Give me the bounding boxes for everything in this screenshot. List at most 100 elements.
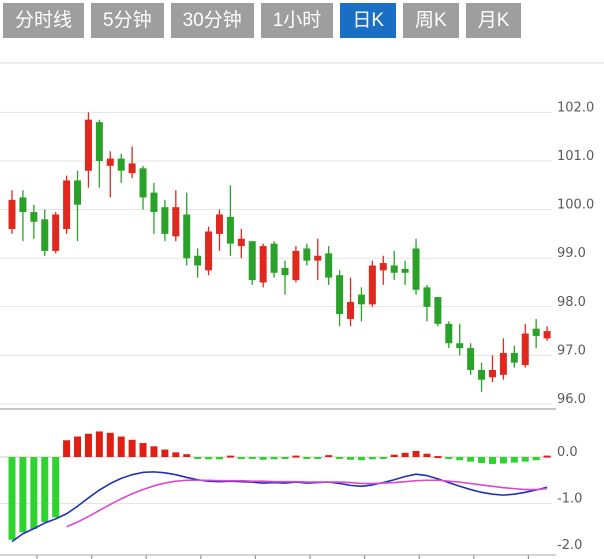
macd-bar xyxy=(336,457,344,459)
macd-bar xyxy=(128,439,136,457)
price-tick-label: 97.0 xyxy=(557,343,586,358)
chart-area[interactable]: 102.0 101.0 100.0 99.0 98.0 97.0 96.0 0.0 -1.0 -2… xyxy=(0,62,604,559)
candle xyxy=(183,192,191,266)
candle xyxy=(521,323,529,368)
candle xyxy=(423,284,431,322)
candle xyxy=(478,362,486,392)
candle xyxy=(270,241,278,278)
kline-macd-chart[interactable]: 102.0 101.0 100.0 99.0 98.0 97.0 96.0 0.0 -1.0 -2… xyxy=(0,62,604,559)
macd-bar xyxy=(226,455,234,458)
candle xyxy=(368,260,376,307)
macd-bar xyxy=(368,457,376,460)
candle xyxy=(510,345,518,368)
candle xyxy=(467,343,475,375)
macd-bar xyxy=(532,457,540,461)
macd-bar xyxy=(390,454,398,457)
macd-bar xyxy=(30,457,38,530)
macd-bar xyxy=(194,457,202,459)
candle xyxy=(303,243,311,266)
macd-bar xyxy=(215,457,223,460)
candle xyxy=(161,199,169,242)
macd-bar xyxy=(456,457,464,461)
candle xyxy=(390,250,398,281)
candle xyxy=(488,355,496,383)
macd-bar xyxy=(106,432,114,457)
candle xyxy=(74,170,82,242)
candle xyxy=(357,287,365,322)
macd-bar xyxy=(270,457,278,460)
candle xyxy=(412,238,420,295)
macd-bar xyxy=(357,457,365,461)
macd-bar xyxy=(488,457,496,464)
macd-bar xyxy=(499,457,507,464)
macd-bar xyxy=(41,457,49,523)
candle xyxy=(19,190,27,242)
price-tick-label: 99.0 xyxy=(557,246,586,261)
candle xyxy=(63,175,71,234)
macd-bar xyxy=(401,452,409,457)
candle xyxy=(314,238,322,281)
macd-bar xyxy=(434,456,442,459)
price-tick-label: 100.0 xyxy=(557,198,594,213)
candle xyxy=(259,243,267,288)
candle xyxy=(150,182,158,234)
dea-line xyxy=(66,479,548,528)
candle xyxy=(456,323,464,356)
candle xyxy=(205,226,213,276)
candle xyxy=(401,260,409,285)
candle xyxy=(95,119,103,188)
macd-bar xyxy=(74,436,82,457)
tab-time-sharing[interactable]: 分时线 xyxy=(3,3,85,38)
candle xyxy=(325,246,333,285)
candle xyxy=(84,112,92,188)
candle xyxy=(41,209,49,256)
candle xyxy=(52,212,60,254)
candle xyxy=(172,190,180,242)
price-tick-label: 98.0 xyxy=(557,295,586,310)
candle xyxy=(117,153,125,183)
macd-bar xyxy=(248,457,256,459)
candle xyxy=(543,326,551,341)
macd-bar xyxy=(84,433,92,457)
tab-monthly-k[interactable]: 月K xyxy=(465,3,522,38)
tab-5min[interactable]: 5分钟 xyxy=(91,3,164,38)
candle xyxy=(194,248,202,278)
macd-bar xyxy=(63,440,71,457)
price-tick-label: 101.0 xyxy=(557,149,594,164)
tab-1hour[interactable]: 1小时 xyxy=(260,3,334,38)
candle xyxy=(445,321,453,349)
macd-bar xyxy=(521,457,529,462)
macd-bar xyxy=(139,443,147,457)
tab-weekly-k[interactable]: 周K xyxy=(403,3,459,38)
macd-bar xyxy=(467,457,475,462)
candle xyxy=(30,204,38,239)
macd-bar xyxy=(478,457,486,464)
tab-daily-k[interactable]: 日K xyxy=(340,3,396,38)
candle xyxy=(336,270,344,327)
candle xyxy=(237,229,245,259)
macd-bar xyxy=(314,457,322,459)
macd-bar xyxy=(8,457,16,540)
macd-bar xyxy=(510,457,518,463)
macd-bar xyxy=(543,455,551,458)
tab-30min[interactable]: 30分钟 xyxy=(170,3,254,38)
candle xyxy=(128,146,136,179)
axis-labels: 102.0 101.0 100.0 99.0 98.0 97.0 96.0 0.0 -1.0 -2… xyxy=(557,100,594,553)
macd-bar xyxy=(150,446,158,457)
price-tick-label: 102.0 xyxy=(557,100,594,115)
candle xyxy=(347,277,355,327)
candle xyxy=(499,338,507,380)
macd-bar xyxy=(412,450,420,457)
macd-bar xyxy=(259,457,267,460)
macd-bar xyxy=(52,457,60,518)
candles xyxy=(8,112,551,392)
candle xyxy=(532,318,540,349)
macd-tick-label: 0.0 xyxy=(557,445,578,460)
dif-line xyxy=(11,471,548,543)
candle xyxy=(379,255,387,285)
macd-bar xyxy=(292,455,300,458)
candle xyxy=(226,185,234,256)
candle xyxy=(281,260,289,295)
interval-tabbar: 分时线 5分钟 30分钟 1小时 日K 周K 月K xyxy=(3,3,522,38)
